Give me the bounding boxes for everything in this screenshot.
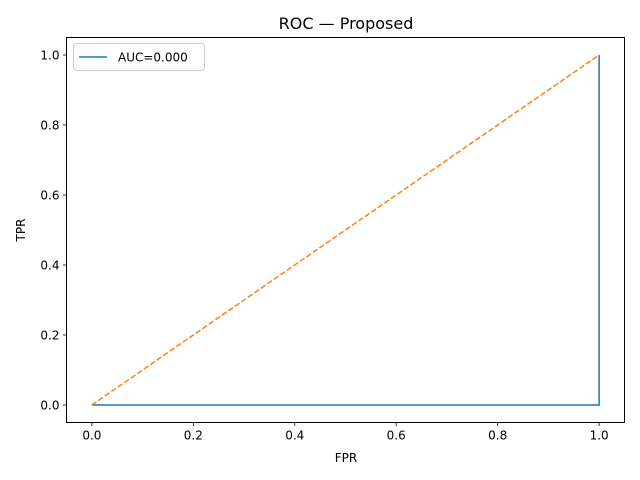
y-tick-label: 0.8 [40, 119, 59, 133]
legend: AUC=0.000 [73, 43, 205, 71]
y-axis-label: TPR [14, 219, 28, 243]
x-axis-label: FPR [335, 451, 357, 465]
plot-lines [91, 54, 600, 406]
chance-diagonal-line [91, 54, 600, 406]
x-tick-label: 1.0 [590, 429, 609, 443]
x-tick-label: 0.0 [82, 429, 101, 443]
x-tick-label: 0.4 [285, 429, 304, 443]
legend-box [73, 43, 205, 71]
x-tick-label: 0.8 [488, 429, 507, 443]
legend-label: AUC=0.000 [118, 51, 188, 65]
x-tick-label: 0.2 [184, 429, 203, 443]
y-tick-label: 0.4 [40, 259, 59, 273]
plot-frame [66, 37, 625, 423]
y-axis-ticks: 0.0 0.2 0.4 0.6 0.8 1.0 [40, 49, 67, 413]
chart-title: ROC — Proposed [279, 14, 414, 33]
y-tick-label: 0.0 [40, 399, 59, 413]
x-tick-label: 0.6 [387, 429, 406, 443]
roc-curve-line [91, 55, 600, 406]
y-tick-label: 0.2 [40, 329, 59, 343]
y-tick-label: 1.0 [40, 49, 59, 63]
y-tick-label: 0.6 [40, 189, 59, 203]
x-axis-ticks: 0.0 0.2 0.4 0.6 0.8 1.0 [82, 422, 609, 443]
